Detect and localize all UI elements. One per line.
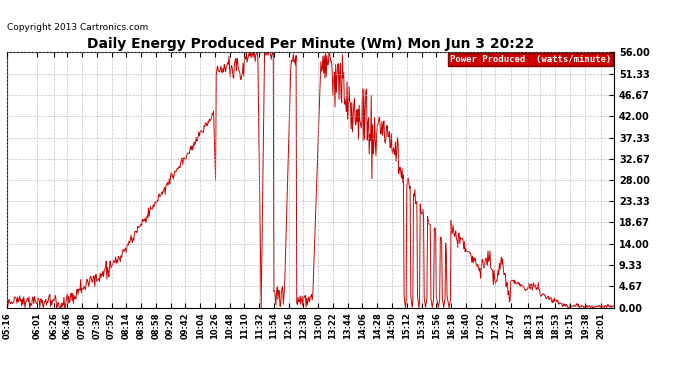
Title: Daily Energy Produced Per Minute (Wm) Mon Jun 3 20:22: Daily Energy Produced Per Minute (Wm) Mo… [87, 38, 534, 51]
Text: Power Produced  (watts/minute): Power Produced (watts/minute) [450, 55, 611, 64]
Text: Copyright 2013 Cartronics.com: Copyright 2013 Cartronics.com [7, 22, 148, 32]
